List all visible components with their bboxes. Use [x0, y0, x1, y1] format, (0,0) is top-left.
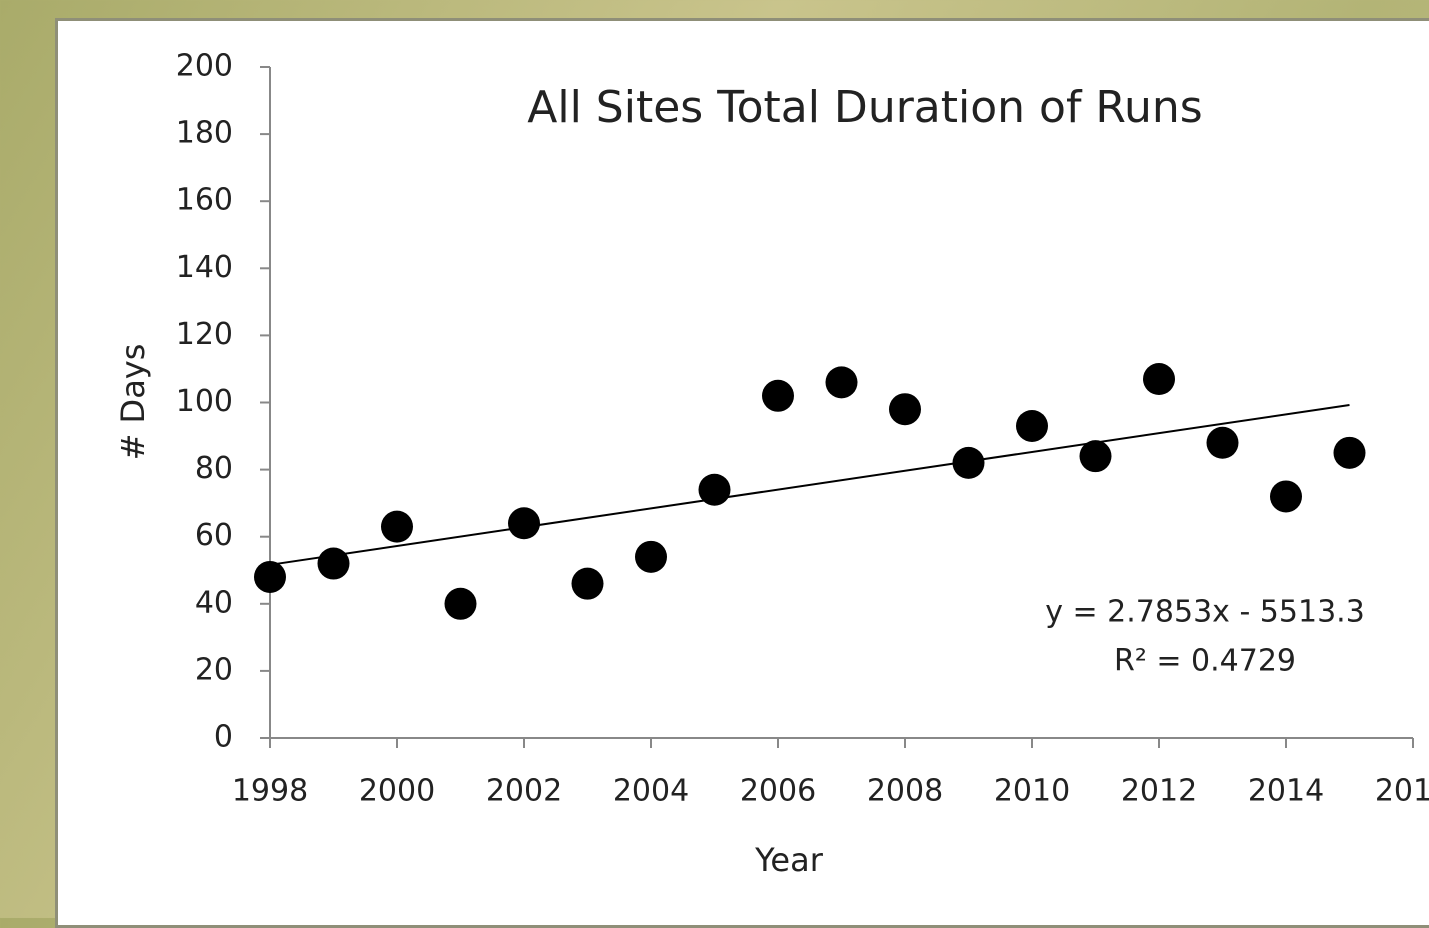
x-tick-label: 2010 — [994, 774, 1070, 809]
y-tick-label: 160 — [176, 183, 233, 218]
trendline-equation: y = 2.7853x - 5513.3 — [1045, 595, 1365, 630]
y-tick-label: 0 — [214, 720, 233, 755]
data-point — [1206, 426, 1239, 459]
x-tick-label: 2000 — [359, 774, 435, 809]
y-tick-label: 120 — [176, 317, 233, 352]
y-tick-label: 60 — [195, 518, 233, 553]
data-point — [444, 587, 477, 620]
x-tick-label: 2014 — [1248, 774, 1324, 809]
y-tick-label: 140 — [176, 250, 233, 285]
data-point — [1143, 363, 1175, 396]
data-point — [508, 507, 540, 540]
data-point — [571, 567, 604, 600]
data-point — [762, 379, 794, 412]
chart-title: All Sites Total Duration of Runs — [527, 82, 1202, 133]
data-point — [698, 473, 731, 506]
data-point — [1016, 409, 1048, 442]
y-tick-label: 20 — [195, 652, 233, 687]
data-point — [317, 547, 350, 580]
data-point — [381, 510, 413, 543]
data-point — [825, 366, 858, 399]
chart-panel — [55, 18, 1429, 928]
x-tick-label: 2004 — [613, 774, 689, 809]
trendline-r2: R² = 0.4729 — [1114, 644, 1296, 679]
x-axis-label: Year — [754, 841, 824, 879]
data-point — [1079, 440, 1112, 473]
data-point — [635, 540, 667, 573]
trendline — [269, 403, 1350, 566]
x-tick-label: 1998 — [232, 774, 308, 809]
x-tick-label: 2008 — [867, 774, 943, 809]
data-point — [889, 393, 921, 426]
data-point — [1270, 480, 1302, 513]
y-axis-label: # Days — [114, 344, 152, 461]
x-tick-label: 2012 — [1121, 774, 1197, 809]
y-tick-label: 40 — [195, 585, 233, 620]
data-point — [1333, 436, 1366, 469]
y-tick-label: 180 — [176, 116, 233, 151]
y-tick-label: 100 — [176, 384, 233, 419]
x-tick-label: 2016 — [1375, 774, 1429, 809]
y-tick-label: 80 — [195, 451, 233, 486]
data-point — [254, 560, 286, 593]
data-point — [952, 446, 985, 479]
x-tick-label: 2006 — [740, 774, 816, 809]
x-tick-label: 2002 — [486, 774, 562, 809]
y-tick-label: 200 — [176, 49, 233, 84]
